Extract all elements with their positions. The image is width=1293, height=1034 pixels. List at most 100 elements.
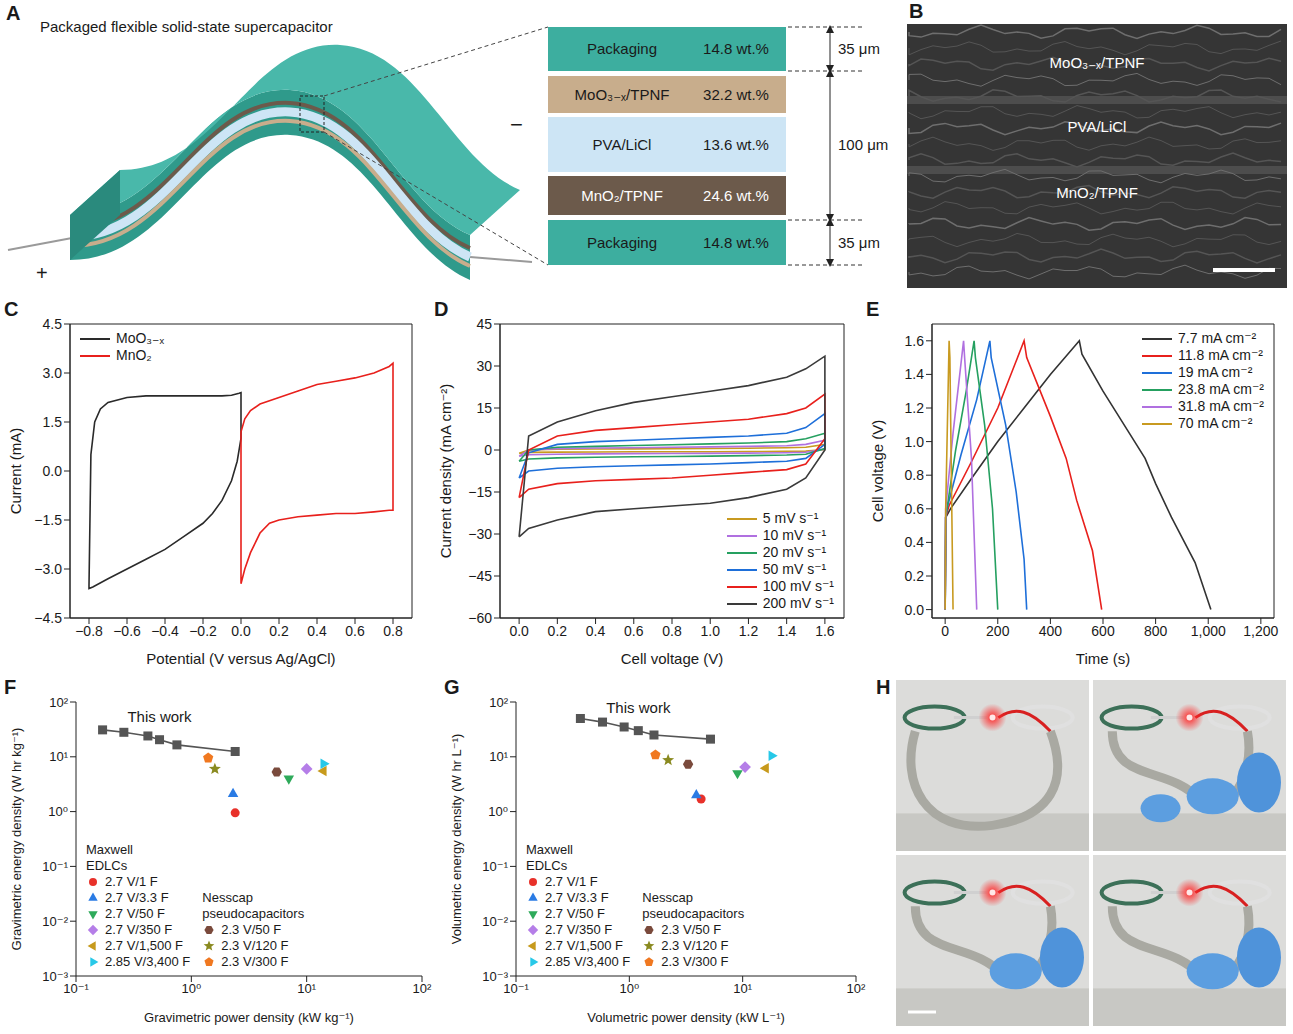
svg-text:0.8: 0.8 (662, 623, 682, 639)
svg-text:0.0: 0.0 (43, 463, 63, 479)
svg-text:1.6: 1.6 (905, 333, 925, 349)
svg-text:−4.5: −4.5 (34, 610, 62, 626)
svg-text:Packaging: Packaging (587, 234, 657, 251)
svg-text:10¹: 10¹ (733, 981, 752, 996)
svg-text:Cell voltage (V): Cell voltage (V) (869, 420, 886, 523)
svg-text:−0.2: −0.2 (189, 623, 217, 639)
svg-text:Gravimetric energy density (W: Gravimetric energy density (W hr kg⁻¹) (9, 728, 24, 951)
svg-text:0.8: 0.8 (383, 623, 403, 639)
svg-text:Current (mA): Current (mA) (7, 428, 24, 515)
svg-text:1.5: 1.5 (43, 414, 63, 430)
svg-text:Potential (V versus Ag/AgCl): Potential (V versus Ag/AgCl) (146, 650, 335, 667)
svg-text:0: 0 (941, 623, 949, 639)
svg-text:0.2: 0.2 (905, 568, 925, 584)
svg-text:1.0: 1.0 (905, 434, 925, 450)
svg-text:−0.6: −0.6 (113, 623, 141, 639)
svg-text:10¹: 10¹ (49, 749, 68, 764)
svg-text:−0.4: −0.4 (151, 623, 179, 639)
svg-text:10⁻³: 10⁻³ (482, 969, 508, 984)
svg-text:0: 0 (484, 442, 492, 458)
svg-text:13.6 wt.%: 13.6 wt.% (703, 136, 769, 153)
svg-text:A: A (6, 2, 20, 24)
svg-text:This work: This work (606, 699, 671, 716)
svg-text:−3.0: −3.0 (34, 561, 62, 577)
svg-text:0.6: 0.6 (905, 501, 925, 517)
svg-text:10⁰: 10⁰ (181, 981, 201, 996)
svg-text:0.0: 0.0 (905, 602, 925, 618)
svg-text:100 μm: 100 μm (838, 136, 888, 153)
svg-text:3.0: 3.0 (43, 365, 63, 381)
svg-text:−1.5: −1.5 (34, 512, 62, 528)
svg-text:0.6: 0.6 (624, 623, 644, 639)
svg-text:1.4: 1.4 (777, 623, 797, 639)
svg-text:15: 15 (476, 400, 492, 416)
svg-text:10¹: 10¹ (489, 749, 508, 764)
svg-text:14.8 wt.%: 14.8 wt.% (703, 234, 769, 251)
svg-text:10¹: 10¹ (297, 981, 316, 996)
svg-text:0.8: 0.8 (905, 467, 925, 483)
svg-text:10⁻¹: 10⁻¹ (42, 859, 68, 874)
svg-text:0.4: 0.4 (307, 623, 327, 639)
svg-text:10⁰: 10⁰ (488, 804, 508, 819)
svg-text:24.6 wt.%: 24.6 wt.% (703, 187, 769, 204)
svg-text:1.4: 1.4 (905, 366, 925, 382)
svg-text:10⁰: 10⁰ (619, 981, 639, 996)
svg-text:MoO₃₋ₓ/TPNF: MoO₃₋ₓ/TPNF (575, 86, 670, 103)
svg-text:0.6: 0.6 (345, 623, 365, 639)
svg-text:MnO₂/TPNF: MnO₂/TPNF (581, 187, 663, 204)
svg-text:−0.8: −0.8 (75, 623, 103, 639)
svg-text:10²: 10² (49, 695, 68, 710)
svg-text:35 μm: 35 μm (838, 40, 880, 57)
svg-text:0.0: 0.0 (509, 623, 529, 639)
svg-text:−15: −15 (468, 484, 492, 500)
svg-text:Current density (mA cm⁻²): Current density (mA cm⁻²) (437, 384, 454, 559)
svg-text:−45: −45 (468, 568, 492, 584)
svg-text:0.0: 0.0 (231, 623, 251, 639)
svg-text:Volumetric power density (kW L: Volumetric power density (kW L⁻¹) (587, 1010, 785, 1025)
svg-text:0.4: 0.4 (905, 534, 925, 550)
svg-text:30: 30 (476, 358, 492, 374)
svg-text:−60: −60 (468, 610, 492, 626)
svg-text:−: − (510, 112, 523, 137)
svg-text:1,200: 1,200 (1243, 623, 1278, 639)
svg-text:14.8 wt.%: 14.8 wt.% (703, 40, 769, 57)
svg-text:Packaged flexible solid-state: Packaged flexible solid-state supercapac… (40, 18, 333, 35)
svg-text:600: 600 (1091, 623, 1115, 639)
svg-text:Cell voltage (V): Cell voltage (V) (621, 650, 724, 667)
svg-text:800: 800 (1144, 623, 1168, 639)
svg-text:35 μm: 35 μm (838, 234, 880, 251)
svg-text:200: 200 (986, 623, 1010, 639)
svg-text:10²: 10² (489, 695, 508, 710)
svg-text:PVA/LiCl: PVA/LiCl (593, 136, 652, 153)
svg-text:10⁻²: 10⁻² (482, 914, 508, 929)
svg-text:10²: 10² (847, 981, 866, 996)
svg-text:10⁻²: 10⁻² (42, 914, 68, 929)
svg-text:Gravimetric power density (kW: Gravimetric power density (kW kg⁻¹) (144, 1010, 354, 1025)
svg-text:10⁻³: 10⁻³ (42, 969, 68, 984)
svg-text:32.2 wt.%: 32.2 wt.% (703, 86, 769, 103)
svg-text:0.2: 0.2 (548, 623, 568, 639)
svg-text:1.6: 1.6 (815, 623, 835, 639)
svg-text:−30: −30 (468, 526, 492, 542)
svg-text:45: 45 (476, 316, 492, 332)
svg-text:10⁰: 10⁰ (48, 804, 68, 819)
svg-text:PVA/LiCl: PVA/LiCl (1068, 118, 1127, 135)
svg-text:B: B (909, 0, 923, 22)
svg-text:10⁻¹: 10⁻¹ (482, 859, 508, 874)
svg-text:MoO₃₋ₓ/TPNF: MoO₃₋ₓ/TPNF (1050, 54, 1145, 71)
svg-text:4.5: 4.5 (43, 316, 63, 332)
svg-text:0.2: 0.2 (269, 623, 289, 639)
svg-text:Volumetric energy density (W h: Volumetric energy density (W hr L⁻¹) (449, 734, 464, 945)
svg-text:1,000: 1,000 (1191, 623, 1226, 639)
svg-text:1.2: 1.2 (905, 400, 925, 416)
svg-text:1.2: 1.2 (739, 623, 759, 639)
svg-text:+: + (36, 262, 48, 284)
svg-text:This work: This work (127, 708, 192, 725)
svg-text:10²: 10² (413, 981, 432, 996)
svg-text:MnO₂/TPNF: MnO₂/TPNF (1056, 184, 1138, 201)
svg-text:1.0: 1.0 (700, 623, 720, 639)
svg-text:Time (s): Time (s) (1076, 650, 1130, 667)
svg-text:Packaging: Packaging (587, 40, 657, 57)
svg-text:400: 400 (1039, 623, 1063, 639)
svg-text:0.4: 0.4 (586, 623, 606, 639)
